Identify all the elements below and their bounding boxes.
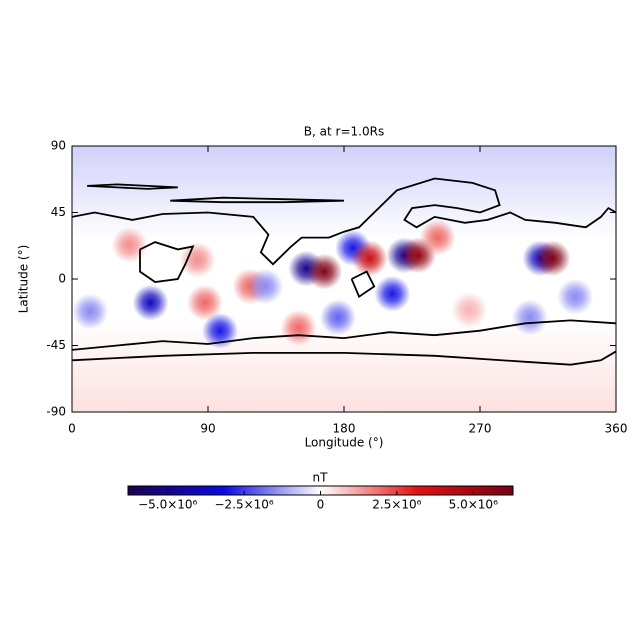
field-patch xyxy=(306,253,343,290)
neutral-line xyxy=(87,183,178,190)
field-patch xyxy=(557,278,594,315)
x-tick-label: 270 xyxy=(469,422,492,436)
colorbar-tick-label: 5.0×10⁶ xyxy=(449,498,498,512)
north-polar-field xyxy=(72,146,616,240)
field-patch xyxy=(451,292,488,329)
y-axis-label: Latitude (°) xyxy=(17,245,31,314)
field-patch xyxy=(419,219,456,256)
neutral-line xyxy=(72,177,616,266)
field-patch xyxy=(202,312,239,349)
field-patch xyxy=(247,268,284,305)
chart-title: B, at r=1.0Rs xyxy=(304,125,384,139)
field-patch xyxy=(280,309,317,346)
neutral-line xyxy=(350,270,376,299)
field-patch xyxy=(132,284,169,321)
neutral-line xyxy=(72,350,616,366)
plot-area xyxy=(72,146,616,412)
colorbar-tick-label: −5.0×10⁶ xyxy=(138,498,197,512)
field-patch xyxy=(179,241,216,278)
field-patch xyxy=(72,293,109,330)
field-patch xyxy=(351,240,388,277)
y-tick-label: 90 xyxy=(51,139,66,153)
field-patch xyxy=(374,275,411,312)
colorbar-tick-label: −2.5×10⁶ xyxy=(214,498,273,512)
field-patch xyxy=(186,284,223,321)
x-tick-label: 180 xyxy=(333,422,356,436)
x-tick-label: 90 xyxy=(200,422,215,436)
field-patch xyxy=(111,227,148,264)
y-tick-label: -90 xyxy=(46,405,66,419)
field-patch xyxy=(534,240,571,277)
neutral-line xyxy=(72,319,616,351)
field-patch xyxy=(511,299,548,336)
y-tick-label: -45 xyxy=(46,338,66,352)
y-tick-label: 0 xyxy=(58,272,66,286)
x-tick-label: 0 xyxy=(68,422,76,436)
colorbar-tick-label: 2.5×10⁶ xyxy=(372,498,421,512)
x-tick-label: 360 xyxy=(605,422,628,436)
neutral-line xyxy=(139,241,195,283)
field-patch xyxy=(319,299,356,336)
neutral-line xyxy=(170,196,345,204)
colorbar-label: nT xyxy=(313,471,329,485)
y-tick-label: 45 xyxy=(51,205,66,219)
colorbar-tick-label: 0 xyxy=(317,498,325,512)
x-axis-label: Longitude (°) xyxy=(305,436,384,450)
